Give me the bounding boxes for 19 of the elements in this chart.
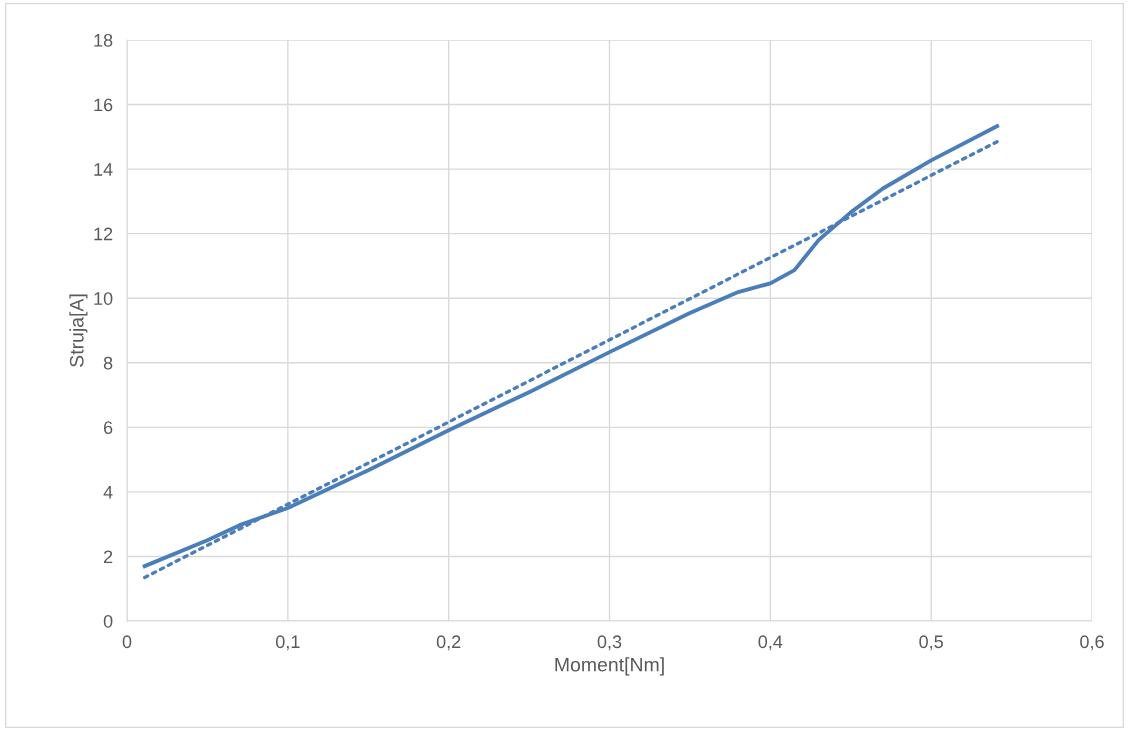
y-tick-label: 0 [103, 614, 113, 628]
y-axis-title: Struja[A] [69, 294, 88, 367]
x-tick-label: 0,1 [275, 635, 300, 651]
x-tick-label: 0,6 [1080, 635, 1104, 651]
x-tick-label: 0,2 [436, 635, 461, 651]
x-axis-title: Moment[Nm] [555, 657, 664, 676]
y-tick-label: 18 [94, 33, 113, 47]
y-tick-label: 8 [103, 356, 113, 370]
x-tick-label: 0,4 [758, 635, 783, 651]
x-tick-label: 0 [122, 635, 132, 649]
y-tick-label: 2 [103, 550, 113, 563]
x-tick-label: 0,3 [597, 635, 622, 651]
y-tick-label: 14 [94, 163, 113, 176]
y-tick-label: 4 [103, 486, 113, 499]
x-tick-label: 0,5 [919, 635, 943, 651]
y-tick-label: 16 [94, 98, 113, 112]
y-tick-label: 10 [94, 292, 113, 305]
y-tick-label: 6 [103, 421, 113, 435]
y-tick-label: 12 [94, 227, 113, 241]
